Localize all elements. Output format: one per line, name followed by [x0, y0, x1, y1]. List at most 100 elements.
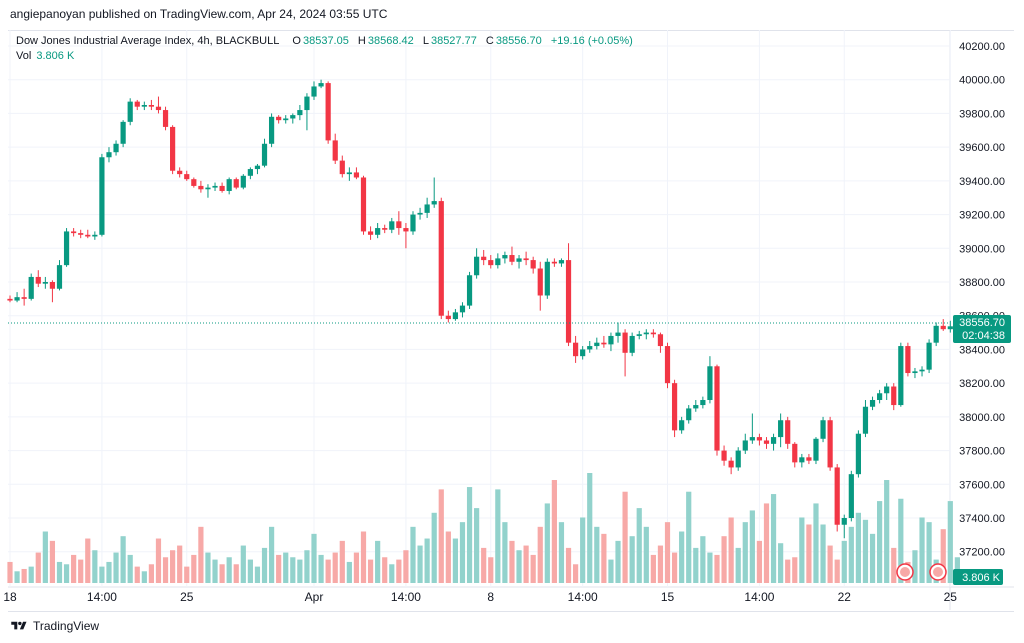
footer-brand[interactable]: TradingView	[10, 619, 99, 633]
volume-bar	[63, 564, 70, 583]
candle	[254, 164, 261, 175]
candle-body	[410, 214, 416, 232]
candle-body	[615, 332, 621, 336]
volume-bar	[495, 489, 501, 583]
volume-bar	[191, 554, 197, 583]
volume-bar	[530, 554, 536, 583]
candle	[537, 261, 543, 311]
volume-bar	[862, 519, 869, 583]
candle	[85, 229, 91, 239]
candle	[332, 133, 338, 164]
volume-bar	[877, 501, 883, 583]
volume-bar	[502, 522, 508, 583]
x-tick-label: 25	[944, 590, 958, 604]
candle	[261, 138, 268, 168]
candle	[240, 174, 246, 190]
volume-bar	[170, 550, 176, 583]
candle	[99, 153, 105, 237]
candle-body	[28, 276, 34, 299]
volume-bar	[792, 557, 798, 583]
volume-bar	[481, 547, 487, 583]
candle	[495, 253, 501, 269]
candle-body	[551, 261, 557, 264]
candle	[615, 322, 621, 343]
candle-body	[565, 260, 572, 343]
candle-body	[56, 265, 63, 289]
candle-body	[431, 201, 437, 205]
candle	[565, 243, 572, 347]
candle-body	[205, 187, 211, 190]
volume-bar	[92, 550, 98, 583]
volume-bar	[99, 566, 105, 583]
candle-body	[742, 440, 748, 451]
candle	[360, 175, 367, 235]
candle	[813, 437, 819, 465]
event-flag-icon[interactable]	[896, 563, 914, 581]
candle-body	[947, 326, 953, 330]
candle-body	[601, 342, 607, 345]
candle	[792, 442, 798, 468]
candle	[785, 416, 791, 449]
legend-open-value: 38537.05	[302, 35, 349, 47]
volume-bar	[551, 480, 557, 583]
volume-bar	[85, 538, 91, 583]
volume-bar	[367, 559, 374, 583]
candle	[714, 364, 720, 456]
volume-bar	[813, 503, 819, 583]
candle-body	[721, 450, 727, 461]
volume-bar	[523, 545, 529, 583]
candle	[530, 256, 536, 274]
candle	[198, 180, 204, 193]
volume-bar	[721, 536, 727, 583]
event-flag-icon[interactable]	[929, 563, 947, 581]
legend-symbol[interactable]: Dow Jones Industrial Average Index, 4h, …	[16, 35, 280, 47]
x-tick-label: 14:00	[391, 590, 421, 604]
candle	[636, 330, 642, 340]
candle	[56, 260, 63, 291]
candle	[587, 341, 593, 353]
candle	[283, 115, 289, 124]
candle	[191, 177, 197, 188]
bar-countdown: 02:04:38	[962, 330, 1005, 342]
volume-bar	[587, 473, 593, 583]
candle	[855, 430, 861, 478]
candle	[42, 276, 48, 289]
volume-bar	[742, 522, 748, 583]
candle-body	[940, 325, 946, 330]
volume-bar	[346, 561, 352, 583]
candle	[799, 453, 805, 468]
candle	[120, 120, 126, 148]
candle-body	[290, 115, 296, 119]
candle-body	[177, 170, 183, 175]
candle	[693, 400, 699, 412]
candle-body	[877, 393, 883, 400]
volume-bar	[594, 526, 600, 583]
candle-body	[629, 335, 635, 353]
candle	[106, 147, 112, 163]
candle	[389, 217, 395, 234]
volume-bar	[671, 552, 678, 583]
volume-bar	[410, 526, 416, 583]
volume-bar	[290, 557, 296, 583]
legend-high-label: H	[357, 35, 366, 47]
volume-bar	[841, 540, 847, 583]
candle	[919, 366, 925, 377]
candle	[664, 342, 671, 389]
candle-body	[707, 366, 713, 400]
candle-body	[530, 260, 536, 269]
x-tick-label: 14:00	[568, 590, 598, 604]
volume-bar	[565, 547, 572, 583]
volume-bar	[452, 538, 459, 583]
candle	[403, 223, 409, 249]
volume-bar	[438, 489, 444, 583]
candle-body	[346, 172, 352, 175]
candle-body	[728, 460, 734, 468]
candle-body	[848, 474, 854, 518]
candle	[367, 226, 374, 240]
candle	[346, 167, 352, 181]
volume-bar	[283, 552, 289, 583]
legend-vol-label[interactable]: Vol	[16, 50, 32, 62]
volume-bar	[155, 538, 162, 583]
volume-bar	[226, 557, 232, 583]
